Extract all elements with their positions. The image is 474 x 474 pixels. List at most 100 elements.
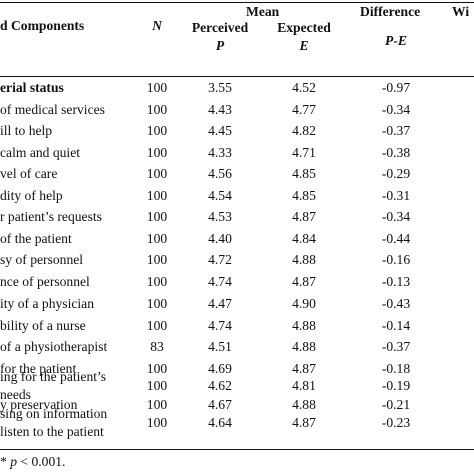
row-label: sy of personnel <box>0 252 84 267</box>
row-perceived: 4.64 <box>208 415 232 430</box>
row-difference: -0.38 <box>381 145 411 160</box>
row-label: of the patient <box>0 231 72 246</box>
row-difference: -0.21 <box>381 397 411 412</box>
row-perceived: 4.62 <box>208 378 232 393</box>
row-label: of medical services <box>0 102 105 117</box>
row-n: 100 <box>146 80 168 95</box>
row-difference: -0.23 <box>381 415 411 430</box>
row-expected: 4.77 <box>292 102 316 117</box>
row-n: 100 <box>146 415 168 430</box>
bottom-rule <box>0 449 474 451</box>
col-header-difference: Difference <box>360 4 421 19</box>
row-n: 100 <box>146 252 168 267</box>
row-perceived: 4.53 <box>208 209 232 224</box>
row-perceived: 4.43 <box>208 102 232 117</box>
row-perceived: 4.47 <box>208 296 232 311</box>
row-label: sing on information <box>0 406 108 421</box>
row-perceived: 4.69 <box>208 361 232 376</box>
row-expected: 4.87 <box>292 274 316 289</box>
header-rule <box>0 76 474 78</box>
row-perceived: 4.45 <box>208 123 232 138</box>
row-n: 100 <box>146 145 168 160</box>
row-n: 100 <box>146 209 168 224</box>
row-difference: -0.37 <box>381 123 411 138</box>
row-n: 100 <box>146 296 168 311</box>
row-perceived: 4.74 <box>208 274 232 289</box>
row-expected: 4.88 <box>292 252 316 267</box>
row-expected: 4.88 <box>292 339 316 354</box>
row-n: 100 <box>146 274 168 289</box>
row-expected: 4.88 <box>292 318 316 333</box>
row-difference: -0.44 <box>381 231 411 246</box>
row-perceived: 4.56 <box>208 166 232 181</box>
row-expected: 4.82 <box>292 123 316 138</box>
row-expected: 4.52 <box>292 80 316 95</box>
col-header-pe: P-E <box>385 33 407 48</box>
row-n: 100 <box>146 102 168 117</box>
row-label: calm and quiet <box>0 145 81 160</box>
row-difference: -0.19 <box>381 378 411 393</box>
row-label-line2: listen to the patient <box>0 424 104 439</box>
row-label: y preservation <box>0 397 78 412</box>
col-header-components: d Components <box>0 18 85 33</box>
footnote: * p < 0.001. <box>0 454 65 470</box>
row-expected: 4.71 <box>292 145 316 160</box>
row-difference: -0.16 <box>381 252 411 267</box>
col-header-perceived: Perceived <box>191 20 249 35</box>
row-label: ity of a physician <box>0 296 95 311</box>
footnote-p: p <box>10 454 17 469</box>
row-label: ing for the patient’s <box>0 369 107 384</box>
row-expected: 4.81 <box>292 378 316 393</box>
row-expected: 4.87 <box>292 415 316 430</box>
row-expected: 4.90 <box>292 296 316 311</box>
footnote-text: < 0.001. <box>17 454 66 469</box>
row-difference: -0.43 <box>381 296 411 311</box>
row-label: for the patient <box>0 361 77 376</box>
row-label: r patient’s requests <box>0 209 102 224</box>
col-header-mean: Mean <box>246 4 280 19</box>
row-n: 100 <box>146 378 168 393</box>
row-label: of a physiotherapist <box>0 339 108 354</box>
row-difference: -0.37 <box>381 339 411 354</box>
col-header-n: N <box>152 18 162 33</box>
row-perceived: 4.33 <box>208 145 232 160</box>
row-n: 100 <box>146 318 168 333</box>
row-perceived: 4.40 <box>208 231 232 246</box>
top-rule <box>0 2 474 4</box>
row-difference: -0.13 <box>381 274 411 289</box>
col-header-expected: Expected <box>277 20 331 35</box>
col-header-e-symbol: E <box>299 38 309 53</box>
row-n: 100 <box>146 397 168 412</box>
row-difference: -0.31 <box>381 188 411 203</box>
row-label: vel of care <box>0 166 58 181</box>
row-label: nce of personnel <box>0 274 90 289</box>
row-difference: -0.34 <box>381 209 411 224</box>
row-expected: 4.85 <box>292 188 316 203</box>
row-perceived: 4.54 <box>208 188 232 203</box>
row-label: dity of help <box>0 188 63 203</box>
row-n: 100 <box>146 188 168 203</box>
row-difference: -0.97 <box>381 80 411 95</box>
footnote-star: * <box>0 454 7 469</box>
row-expected: 4.85 <box>292 166 316 181</box>
row-difference: -0.18 <box>381 361 411 376</box>
row-label-line2: needs <box>0 387 31 402</box>
row-label: erial status <box>0 80 64 95</box>
row-difference: -0.34 <box>381 102 411 117</box>
row-n: 100 <box>146 123 168 138</box>
row-perceived: 3.55 <box>208 80 232 95</box>
row-n: 100 <box>146 361 168 376</box>
row-n: 83 <box>150 339 164 354</box>
row-difference: -0.14 <box>381 318 411 333</box>
row-label: bility of a nurse <box>0 318 86 333</box>
row-perceived: 4.51 <box>208 339 232 354</box>
row-expected: 4.87 <box>292 361 316 376</box>
row-perceived: 4.74 <box>208 318 232 333</box>
row-perceived: 4.67 <box>208 397 232 412</box>
row-expected: 4.87 <box>292 209 316 224</box>
row-perceived: 4.72 <box>208 252 232 267</box>
row-expected: 4.88 <box>292 397 316 412</box>
row-n: 100 <box>146 231 168 246</box>
row-label: ill to help <box>0 123 53 138</box>
row-expected: 4.84 <box>292 231 316 246</box>
